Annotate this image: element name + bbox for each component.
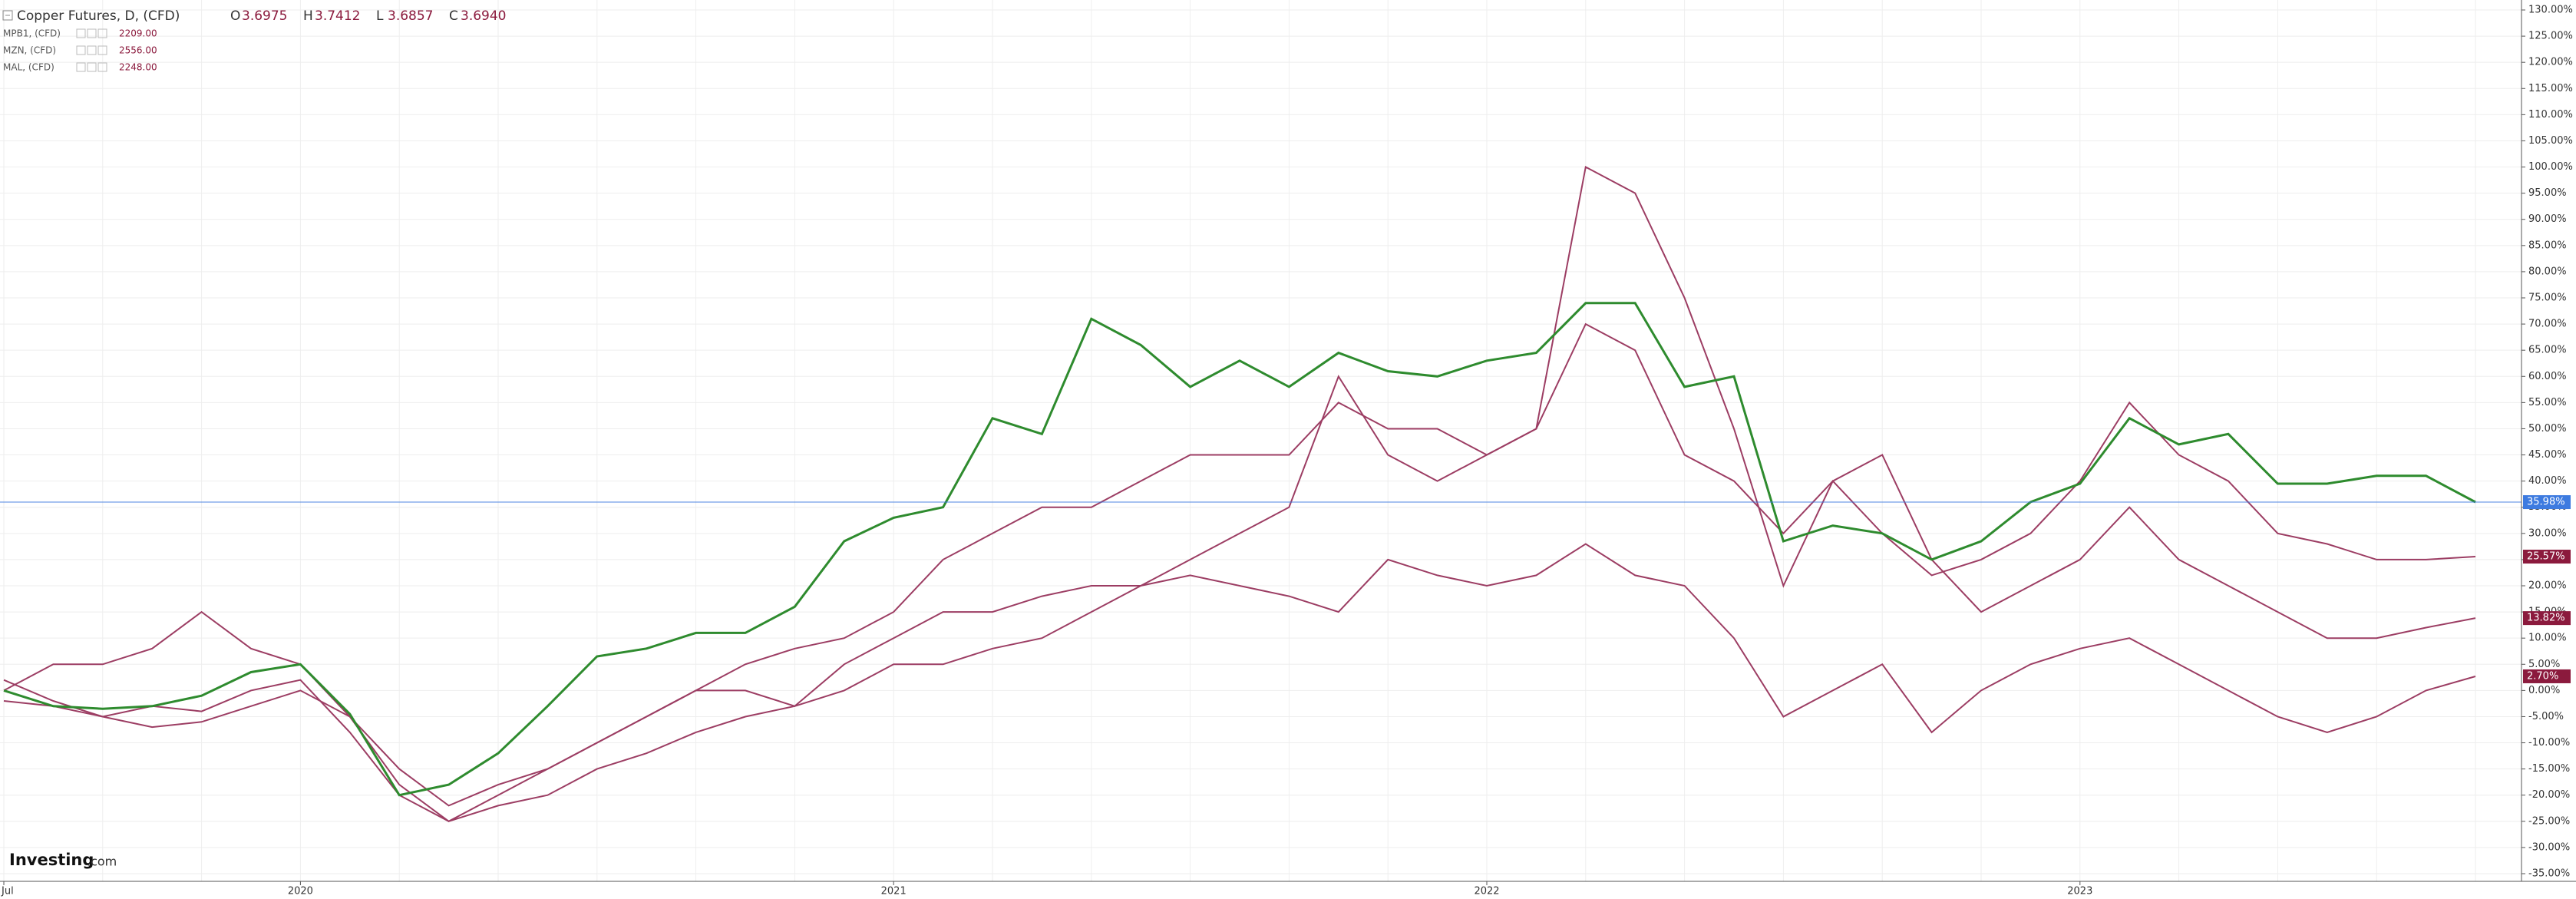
- y-tick-label: 0.00%: [2528, 685, 2560, 696]
- y-tick-label: 95.00%: [2528, 187, 2567, 199]
- price-line: [3, 302, 2476, 797]
- y-tick-label: 40.00%: [2528, 475, 2567, 487]
- last-value-label: 25.57%: [2527, 551, 2565, 563]
- ohlc-value: 3.6940: [461, 8, 506, 24]
- legend-value: 2556.00: [119, 45, 157, 56]
- y-tick-label: 125.00%: [2528, 31, 2573, 42]
- ohlc-value: 3.7412: [315, 8, 360, 24]
- ohlc-key: O: [230, 8, 240, 24]
- y-tick-label: 130.00%: [2528, 5, 2573, 16]
- y-tick-label: 120.00%: [2528, 57, 2573, 68]
- y-tick-label: -35.00%: [2528, 868, 2570, 880]
- last-value-tag: [2523, 669, 2571, 683]
- grid: [0, 0, 2522, 881]
- legend-button[interactable]: [97, 45, 107, 55]
- last-value-label: 35.98%: [2527, 497, 2565, 508]
- legend-name: MPB1, (CFD): [3, 28, 61, 39]
- y-tick-label: 5.00%: [2528, 659, 2560, 670]
- y-tick-label: 80.00%: [2528, 266, 2567, 277]
- last-value-tag: [2523, 611, 2571, 626]
- y-tick-label: 90.00%: [2528, 213, 2567, 225]
- y-tick-label: 85.00%: [2528, 240, 2567, 251]
- legend-button[interactable]: [97, 28, 107, 38]
- x-tick-label: 2020: [288, 886, 313, 897]
- x-tick-label: 2021: [881, 886, 907, 897]
- brand-suffix: .com: [87, 854, 117, 869]
- y-tick-label: -10.00%: [2528, 737, 2570, 749]
- last-value-tag: [2523, 550, 2571, 564]
- y-tick-label: 115.00%: [2528, 83, 2573, 94]
- y-tick-label: 50.00%: [2528, 423, 2567, 435]
- legend-title: Copper Futures, D, (CFD): [17, 8, 180, 24]
- last-value-label: 13.82%: [2527, 613, 2565, 624]
- legend: Copper Futures, D, (CFD) O 3.6975 H 3.7412 L…: [2, 8, 506, 73]
- y-tick-label: 45.00%: [2528, 449, 2567, 461]
- legend-button[interactable]: [87, 45, 97, 55]
- y-tick-label: 70.00%: [2528, 319, 2567, 330]
- legend-name: MAL, (CFD): [3, 62, 54, 73]
- y-tick-label: 10.00%: [2528, 633, 2567, 644]
- y-tick-label: 100.00%: [2528, 161, 2573, 173]
- y-tick-label: 75.00%: [2528, 293, 2567, 304]
- comparison-line: [3, 322, 2476, 807]
- legend-name: MZN, (CFD): [3, 45, 56, 56]
- y-tick-label: 60.00%: [2528, 371, 2567, 382]
- comparison-line: [3, 165, 2476, 822]
- y-tick-label: 20.00%: [2528, 580, 2567, 592]
- legend-value: 2209.00: [119, 28, 157, 39]
- y-tick-label: 30.00%: [2528, 527, 2567, 539]
- comparison-line: [3, 543, 2476, 822]
- y-tick-label: 110.00%: [2528, 109, 2573, 121]
- y-tick-label: -15.00%: [2528, 763, 2570, 775]
- legend-button[interactable]: [76, 28, 86, 38]
- ohlc-value: 3.6975: [242, 8, 287, 24]
- x-tick-label: 2023: [2067, 886, 2092, 897]
- collapse-icon[interactable]: [2, 10, 13, 21]
- ohlc-key: L: [376, 8, 384, 24]
- legend-button[interactable]: [87, 28, 97, 38]
- y-tick-label: -20.00%: [2528, 789, 2570, 801]
- legend-value: 2248.00: [119, 62, 157, 73]
- ohlc-key: C: [449, 8, 458, 24]
- x-tick-label: 2022: [1474, 886, 1499, 897]
- legend-button[interactable]: [76, 62, 86, 72]
- ohlc-value: 3.6857: [388, 8, 433, 24]
- x-tick-label: Jul: [1, 886, 14, 897]
- y-tick-label: -5.00%: [2528, 711, 2564, 722]
- y-tick-label: -30.00%: [2528, 841, 2570, 853]
- last-value-label: 2.70%: [2527, 670, 2558, 682]
- ohlc-key: H: [303, 8, 313, 24]
- brand: Investing .com: [9, 851, 117, 869]
- legend-button[interactable]: [87, 62, 97, 72]
- plot-area: [0, 165, 2522, 822]
- legend-button[interactable]: [97, 62, 107, 72]
- y-tick-label: 55.00%: [2528, 397, 2567, 408]
- last-value-tag: [2523, 495, 2571, 510]
- y-tick-label: 65.00%: [2528, 345, 2567, 356]
- legend-button[interactable]: [76, 45, 86, 55]
- y-tick-label: -25.00%: [2528, 815, 2570, 827]
- brand-name: Investing: [9, 851, 94, 869]
- y-tick-label: 105.00%: [2528, 135, 2573, 147]
